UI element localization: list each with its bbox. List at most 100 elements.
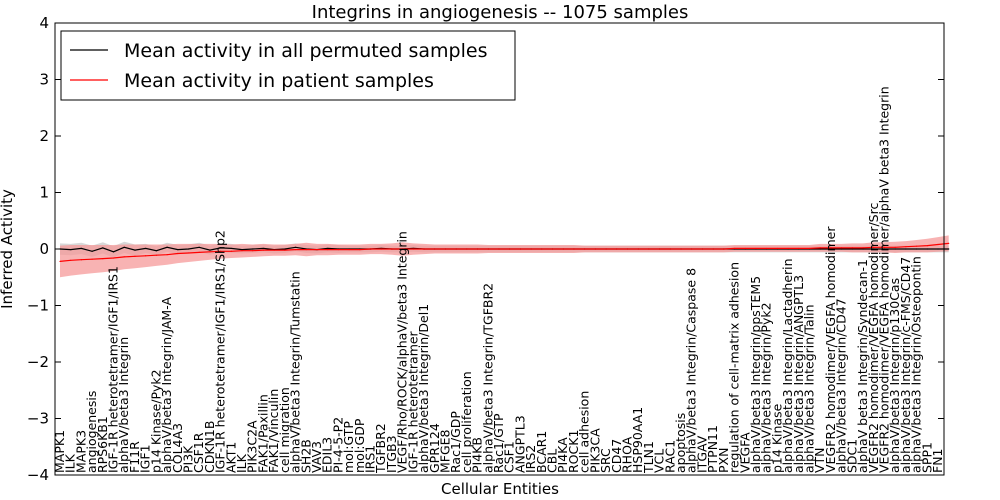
entity-label: CSF1 (502, 441, 517, 473)
patient-point (744, 247, 746, 250)
entity-label: MAPK3 (73, 430, 88, 473)
patient-point (680, 248, 682, 250)
permuted-point (177, 248, 179, 251)
patient-point (626, 248, 629, 250)
entity-label: CDKN1B (202, 421, 217, 473)
patient-point (230, 250, 232, 252)
patient-point (444, 248, 447, 250)
patient-point (883, 246, 886, 248)
entity-label: IGF1 (138, 444, 153, 473)
permuted-point (830, 248, 832, 250)
patient-point (112, 257, 115, 259)
permuted-point (327, 247, 329, 250)
patient-point (937, 243, 939, 246)
permuted-point (187, 248, 190, 250)
y-tick-label: −2 (27, 353, 49, 371)
patient-point (819, 247, 821, 249)
entity-label: angiogenesis (84, 391, 99, 473)
patient-point (59, 260, 61, 263)
patient-point (573, 248, 575, 250)
y-axis-label: Inferred Activity (0, 189, 16, 309)
legend-box (60, 30, 516, 101)
patient-point (551, 248, 554, 250)
patient-point (766, 247, 768, 250)
patient-point (594, 248, 596, 250)
permuted-point (198, 246, 200, 248)
patient-point (412, 248, 414, 250)
entity-label: RAC1 (662, 440, 677, 473)
entity-label: PI4KA (555, 437, 570, 473)
permuted-point (220, 247, 222, 249)
entity-label: cell proliferation (459, 371, 474, 473)
entity-label: Rac1/GDP (448, 411, 463, 473)
y-tick-label: 2 (39, 127, 49, 145)
entity-label: ILK (63, 453, 78, 473)
entity-label: VEGFA (737, 432, 752, 473)
entity-label: VEGFR2 homodimer/VEGFA homodimer (823, 226, 838, 473)
permuted-point (209, 249, 211, 251)
permuted-point (905, 248, 907, 250)
patient-point (873, 246, 875, 248)
y-tick-label: −4 (27, 466, 49, 484)
entity-label: alphaV/beta3 Integrin/ppsTEM5 (748, 276, 763, 473)
patient-point (637, 248, 639, 250)
patient-point (252, 250, 254, 252)
patient-point (830, 247, 832, 249)
patient-point (262, 249, 265, 251)
x-axis-label: Cellular Entities (441, 480, 559, 498)
legend-label-patient: Mean activity in patient samples (124, 70, 434, 92)
permuted-point (851, 248, 853, 250)
permuted-point (915, 248, 918, 250)
patient-point (755, 247, 757, 250)
patient-point (102, 258, 104, 260)
entity-label: CD47 (609, 439, 624, 473)
patient-point (348, 248, 350, 251)
patient-point (894, 246, 896, 248)
entity-label: ROCK1 (566, 430, 581, 473)
patient-point (862, 247, 864, 249)
entity-label: VAV3 (309, 441, 324, 473)
entity-label: alphaV/beta3 Integrin/Tumstatin (288, 271, 303, 473)
patient-point (145, 255, 147, 257)
permuted-point (80, 247, 83, 250)
entity-label: alphaV beta3 Integrin/Syndecan-1 (855, 259, 870, 473)
patient-point (926, 245, 928, 247)
patient-point (273, 249, 275, 251)
patient-point (712, 248, 714, 250)
entity-label: apoptosis (673, 413, 688, 473)
entity-label: VEGF/Rho/ROCK/alphaV/beta3 Integrin (395, 231, 410, 473)
patient-point (391, 248, 393, 250)
entity-label: alphaV/beta3 Integrin/c-FMS/CD47 (898, 257, 913, 473)
permuted-point (926, 248, 928, 250)
entity-label: PIK3C2A (245, 420, 260, 473)
entity-label: PI-4-5-P2 (330, 417, 345, 473)
permuted-point (230, 247, 232, 250)
entity-label: mol:GDP (352, 418, 367, 473)
entity-label: CSF1R (191, 432, 206, 473)
patient-point (380, 248, 382, 250)
entity-label: alphaV/beta3 Integrin/TGFBR2 (480, 283, 495, 473)
patient-point (91, 258, 93, 260)
entity-label: alphaV/beta3 Integrin/ANGPTL3 (791, 275, 806, 473)
entity-label: alphaV/beta3 Integrin/CD47 (834, 298, 849, 473)
patient-point (701, 248, 704, 250)
patient-point (530, 248, 532, 250)
entity-label: PI3K (181, 445, 196, 473)
entity-label: TLN1 (641, 441, 656, 474)
entity-label: IRS1 (363, 445, 378, 473)
permuted-point (262, 247, 265, 250)
axis-ticks: −4 −3 −2 −1 0 1 2 3 4 (27, 14, 944, 484)
entity-label: FAK1/Vinculin (266, 389, 281, 473)
permuted-point (284, 248, 286, 250)
patient-point (198, 251, 200, 253)
permuted-point (894, 248, 896, 250)
patient-point (659, 248, 661, 250)
patient-point (915, 245, 918, 247)
patient-point (851, 247, 853, 249)
patient-mean-line (59, 242, 949, 262)
permuted-point (862, 248, 864, 250)
permuted-point (883, 248, 886, 250)
entity-label: F11R (127, 441, 142, 473)
y-tick-label: 1 (39, 184, 49, 202)
